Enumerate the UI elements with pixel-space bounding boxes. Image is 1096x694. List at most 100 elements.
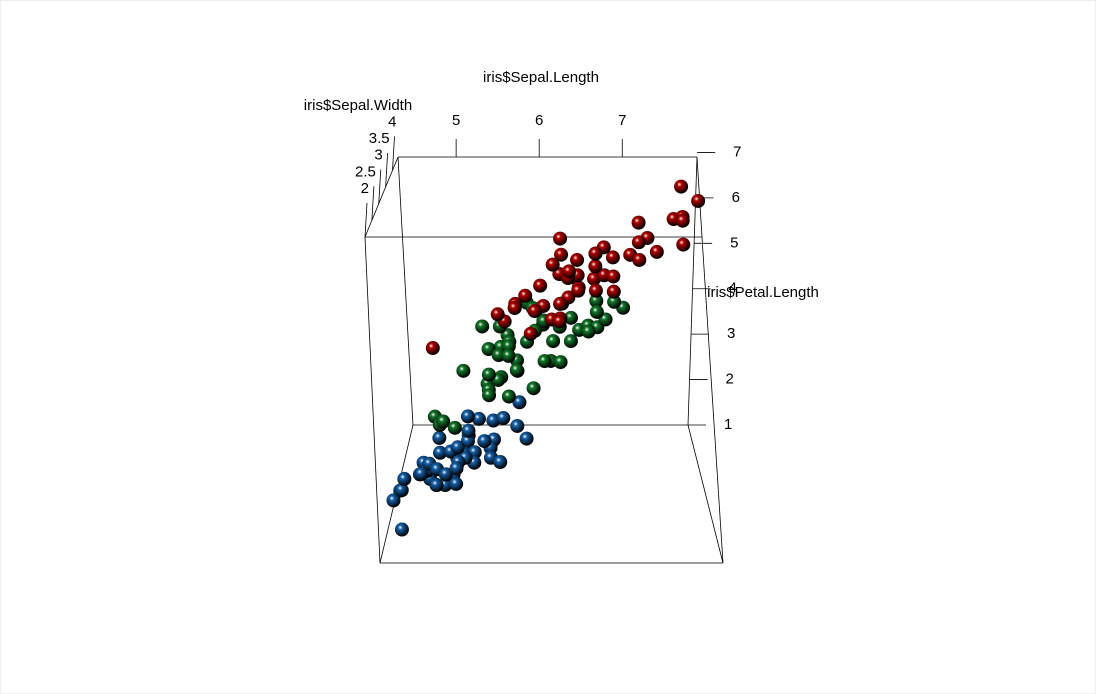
point — [589, 304, 604, 319]
point — [394, 483, 409, 498]
point — [397, 471, 412, 486]
point — [414, 466, 429, 481]
z-tick-label: 6 — [732, 189, 740, 206]
x-tick-label: 5 — [452, 112, 460, 129]
x-tick-label: 6 — [535, 112, 543, 129]
point — [533, 278, 548, 293]
point — [518, 288, 533, 303]
point — [475, 319, 490, 334]
point — [510, 418, 525, 433]
x-axis-title: iris$Sepal.Length — [483, 69, 599, 86]
point — [563, 310, 578, 325]
point — [552, 314, 567, 329]
point — [460, 409, 475, 424]
point — [631, 215, 646, 230]
point — [490, 307, 505, 322]
point — [456, 363, 471, 378]
y-tick — [364, 202, 368, 238]
point — [571, 283, 586, 298]
y-tick-label: 3.5 — [369, 130, 390, 147]
point — [429, 478, 444, 493]
point — [433, 445, 448, 460]
point — [562, 264, 577, 279]
y-tick — [385, 152, 389, 188]
point — [631, 235, 646, 250]
point — [676, 237, 691, 252]
box-edge — [397, 156, 414, 426]
point — [493, 455, 508, 470]
y-axis-title: iris$Sepal.Width — [304, 97, 412, 114]
point — [449, 476, 464, 491]
point — [588, 246, 603, 261]
point — [632, 252, 647, 267]
point — [546, 334, 561, 349]
point — [519, 431, 534, 446]
point — [545, 257, 560, 272]
z-tick-label: 4 — [729, 280, 737, 297]
point — [471, 411, 486, 426]
point — [501, 389, 516, 404]
z-tick-label: 7 — [733, 143, 741, 160]
point — [675, 213, 690, 228]
z-tick-label: 2 — [726, 371, 734, 388]
point — [460, 434, 475, 449]
point — [394, 522, 409, 537]
point — [481, 341, 496, 356]
point — [523, 326, 538, 341]
point — [436, 414, 451, 429]
point — [691, 193, 706, 208]
point — [588, 283, 603, 298]
point — [482, 388, 497, 403]
point — [496, 411, 511, 426]
point — [553, 355, 568, 370]
y-tick — [392, 136, 395, 171]
point — [553, 231, 568, 246]
point — [438, 467, 453, 482]
point — [606, 284, 621, 299]
y-tick — [371, 186, 375, 221]
point — [589, 293, 604, 308]
point — [450, 440, 465, 455]
point — [386, 493, 401, 508]
point — [477, 434, 492, 449]
point — [481, 367, 496, 382]
point — [570, 252, 585, 267]
point — [606, 269, 621, 284]
point — [588, 259, 603, 274]
point — [605, 250, 620, 265]
z-tick-label: 1 — [724, 416, 732, 433]
point — [507, 300, 522, 315]
point — [461, 423, 476, 438]
y-tick-label: 2.5 — [355, 163, 376, 180]
z-tick-label: 5 — [730, 234, 738, 251]
x-tick-label: 7 — [618, 112, 626, 129]
z-axis-title: iris$Petal.Length — [707, 284, 819, 301]
point — [512, 395, 527, 410]
point — [554, 247, 569, 262]
box-edge — [701, 236, 724, 564]
z-tick-label: 3 — [727, 325, 735, 342]
y-tick-label: 4 — [388, 113, 396, 130]
y-tick — [378, 169, 382, 204]
point — [425, 341, 440, 356]
point — [563, 334, 578, 349]
point — [649, 244, 664, 259]
point — [526, 381, 541, 396]
point — [537, 354, 552, 369]
point — [607, 294, 622, 309]
box-edge — [687, 424, 724, 564]
point — [501, 348, 516, 363]
box-edge — [364, 236, 381, 564]
y-tick-label: 3 — [374, 147, 382, 164]
point — [509, 363, 524, 378]
point — [527, 304, 542, 319]
point — [674, 179, 689, 194]
point — [581, 324, 596, 339]
point — [449, 461, 464, 476]
y-tick-label: 2 — [361, 180, 369, 197]
point — [432, 430, 447, 445]
point — [553, 296, 568, 311]
